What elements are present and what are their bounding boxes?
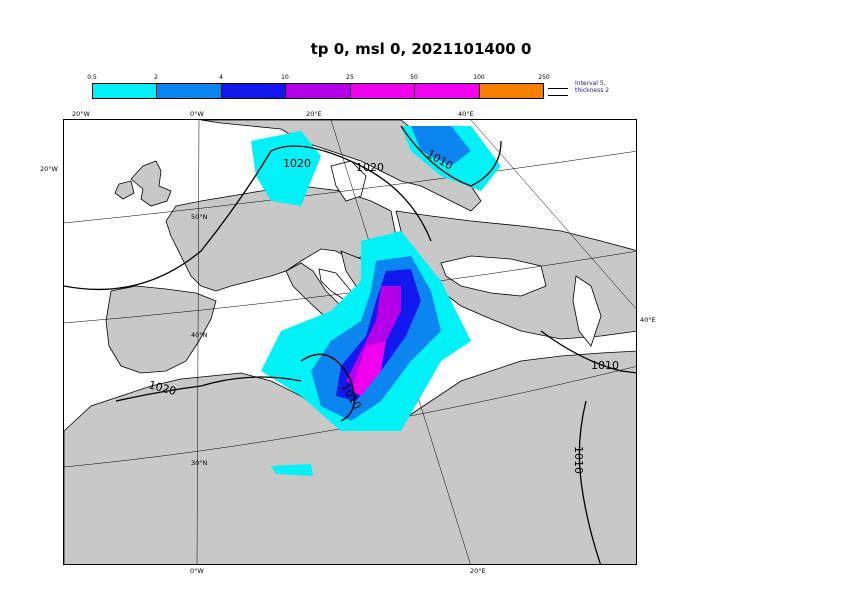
map-canvas: 1020 1020 1010 1020 1010 1010 1010 50°N …	[64, 120, 636, 564]
land-britain	[130, 160, 172, 207]
isobars	[64, 125, 636, 564]
rain-magenta	[351, 341, 386, 396]
isobar-label: 1020	[356, 161, 384, 174]
legend-swatch-1	[93, 84, 158, 98]
rain-cyan	[251, 131, 321, 206]
legend-color-bar	[92, 83, 544, 99]
land-ireland	[114, 180, 135, 200]
rain-blue	[411, 126, 471, 166]
isobar-legend-lines	[548, 88, 568, 96]
lat-label: 50°N	[191, 213, 208, 221]
land-iberia	[105, 285, 217, 374]
lon-label-top: 20°E	[306, 110, 322, 118]
meridian-40e	[470, 120, 636, 310]
lat-label: 30°N	[191, 459, 208, 467]
rain-purple	[346, 286, 401, 386]
inland-seas	[318, 160, 602, 347]
legend-swatch-4	[286, 84, 351, 98]
legend-tick-label: 2	[154, 74, 158, 81]
isobar-line	[300, 353, 355, 422]
map-title: tp 0, msl 0, 2021101400 0	[310, 40, 532, 58]
lat-label: 40°N	[191, 331, 208, 339]
rain-cyan	[271, 464, 313, 476]
legend-tick-label: 250	[538, 74, 550, 81]
lon-label-top: 40°E	[458, 110, 474, 118]
legend-tick-label: 100	[473, 74, 485, 81]
isobar-line	[578, 400, 602, 564]
lon-label-right: 40°E	[640, 316, 656, 324]
legend-tick-label: 10	[281, 74, 289, 81]
isobar-legend-note: Interval 5, thickness 2	[575, 80, 610, 94]
isobar-line	[540, 330, 636, 374]
interior-coord-labels: 50°N 40°N 30°N	[191, 213, 208, 467]
weather-map: 1020 1020 1010 1020 1010 1010 1010 50°N …	[63, 119, 637, 565]
isobar-line	[400, 125, 502, 187]
meridian-0	[196, 120, 200, 564]
legend-swatch-6	[415, 84, 480, 98]
precipitation-legend: 0.5 2 4 10 25 50 100 250 Interval 5, thi…	[87, 73, 630, 103]
legend-swatch-3	[221, 84, 287, 98]
lon-label-top: 0°W	[190, 110, 204, 118]
sea-caspian	[572, 275, 602, 347]
isobar-line	[64, 145, 432, 291]
legend-swatch-7	[479, 84, 543, 98]
legend-tick-label: 0.5	[87, 74, 97, 81]
legend-swatch-5	[350, 84, 416, 98]
isobar-label: 1010	[572, 446, 585, 474]
precipitation	[251, 126, 501, 476]
parallel-50n	[64, 151, 636, 224]
lon-label-left: 20°W	[40, 165, 58, 173]
legend-tick-label: 50	[410, 74, 418, 81]
parallel-40n	[64, 251, 636, 324]
legend-swatch-2	[157, 84, 222, 98]
isobar-line	[115, 376, 302, 402]
isobar-label: 1010	[591, 359, 619, 372]
legend-tick-label: 25	[346, 74, 354, 81]
isobar-label: 1020	[283, 157, 311, 170]
lon-label-bottom: 20°E	[470, 567, 486, 575]
legend-tick-label: 4	[219, 74, 223, 81]
lon-label-top: 20°W	[72, 110, 90, 118]
sea-black-sea	[440, 255, 547, 297]
lon-label-bottom: 0°W	[190, 567, 204, 575]
